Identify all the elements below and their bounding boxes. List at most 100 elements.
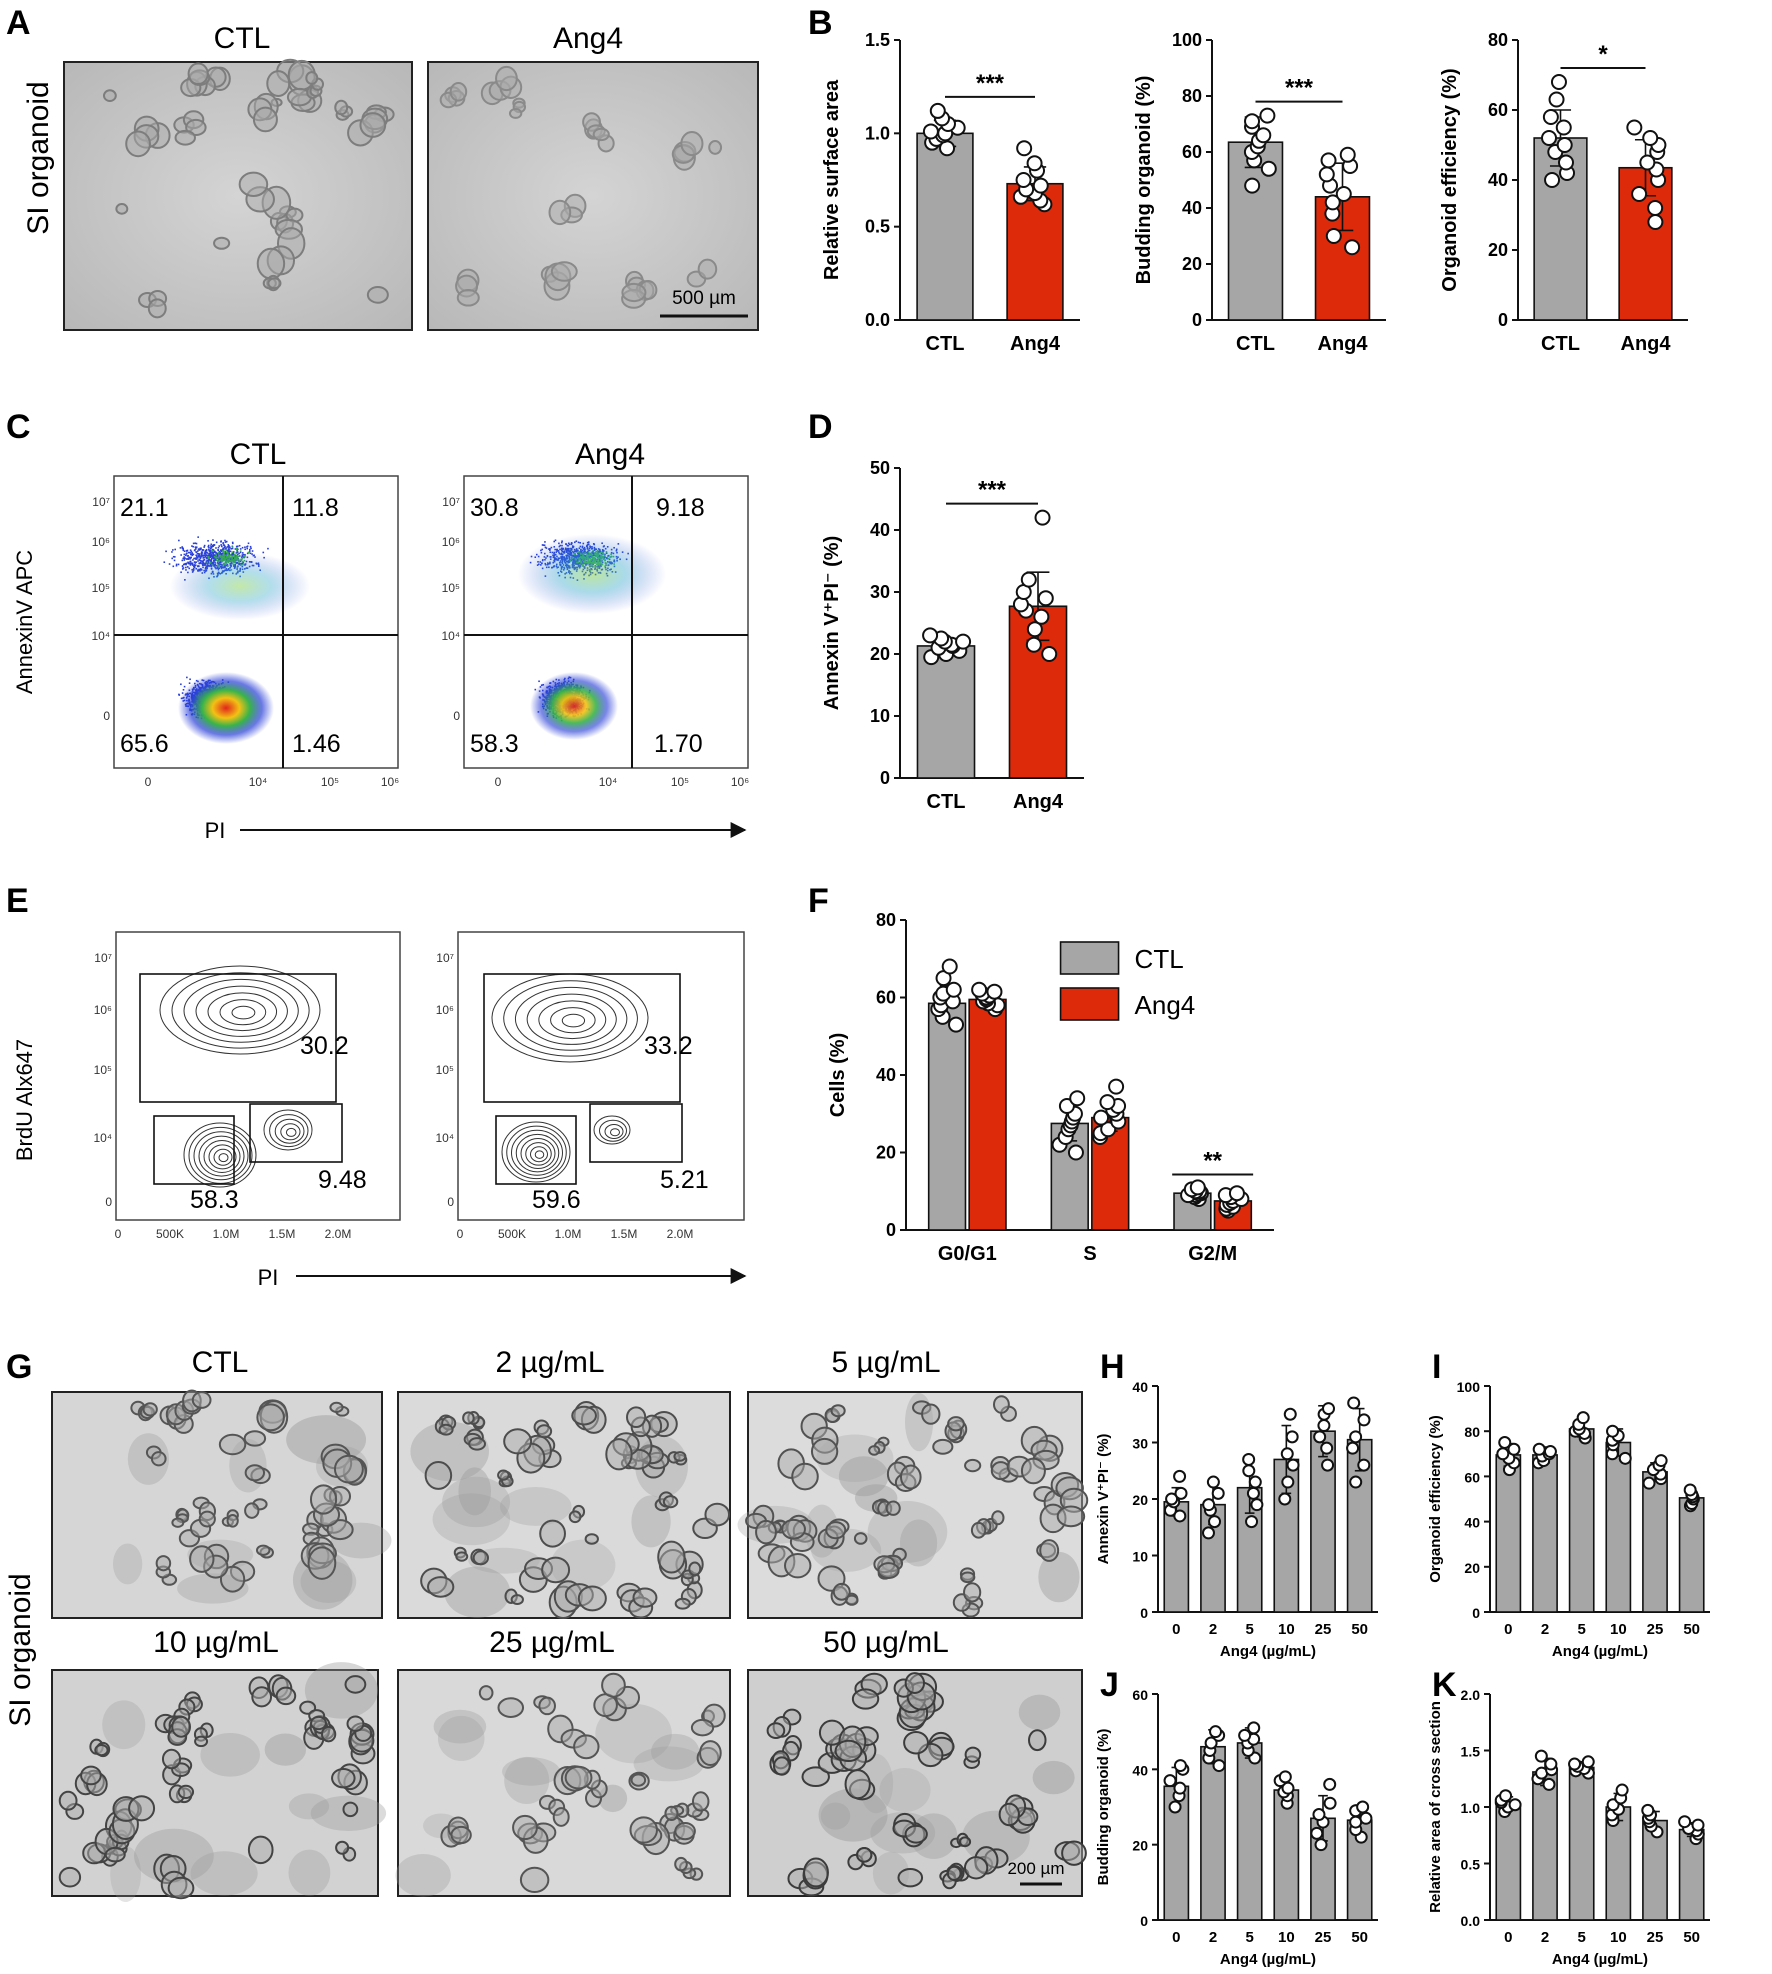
- data-point: [1606, 1424, 1620, 1438]
- panel-a-scale-label: 500 µm: [672, 288, 736, 309]
- micrograph-25ugml-organoids: [395, 1672, 726, 1897]
- svg-text:10⁶: 10⁶: [381, 775, 399, 789]
- data-point: [1323, 1796, 1337, 1810]
- bar-10: [1605, 1441, 1632, 1613]
- data-point: [1678, 1815, 1692, 1829]
- data-point: [1212, 1759, 1226, 1773]
- data-point: [1647, 200, 1664, 216]
- y-tick-label: 20: [1132, 1492, 1148, 1508]
- category-label: 0: [1504, 1929, 1512, 1946]
- significance-label: ***: [978, 477, 1007, 504]
- data-point: [1339, 146, 1356, 163]
- svg-text:0: 0: [145, 775, 152, 789]
- panel-a-title-ang4: Ang4: [553, 22, 623, 55]
- svg-text:10⁴: 10⁴: [441, 629, 460, 643]
- y-tick-label: 0.0: [865, 310, 890, 330]
- category-label: 2: [1541, 1929, 1549, 1946]
- bar-50: [1678, 1497, 1705, 1613]
- category-label: 5: [1577, 1621, 1585, 1638]
- data-point: [1322, 1402, 1336, 1416]
- y-tick-label: 40: [1182, 198, 1202, 218]
- svg-text:10⁵: 10⁵: [671, 775, 689, 789]
- data-point: [1260, 160, 1277, 177]
- svg-text:0: 0: [103, 709, 110, 723]
- y-tick-label: 20: [1488, 240, 1508, 260]
- data-point: [1242, 1464, 1256, 1478]
- quadrant-ll-ctl: 65.6: [120, 730, 169, 758]
- data-point: [1324, 194, 1341, 211]
- data-point: [1204, 1736, 1218, 1750]
- data-point: [922, 123, 939, 140]
- gate-g2m-ang4: [589, 1103, 683, 1163]
- y-axis-label: Annexin V⁺PI⁻ (%): [1095, 1434, 1112, 1565]
- data-point: [1683, 1483, 1697, 1497]
- data-point: [1642, 130, 1659, 146]
- x-axis-label: Ang4 (µg/mL): [1220, 1951, 1316, 1968]
- data-point: [1346, 1441, 1360, 1455]
- svg-text:2.0M: 2.0M: [325, 1227, 352, 1241]
- micrograph-ctl-organoids: [102, 58, 395, 319]
- y-tick-label: 30: [870, 582, 890, 602]
- data-point: [1174, 1486, 1188, 1500]
- svg-text:10⁷: 10⁷: [92, 495, 110, 509]
- data-point: [1496, 1447, 1510, 1461]
- quadrant-ur-ang4: 9.18: [656, 494, 705, 522]
- quadrant-ul-ang4: 30.8: [470, 494, 519, 522]
- panel-g: SI organoid CTL 2 µg/mL 5 µg/mL 10 µg/mL…: [4, 1346, 1089, 1903]
- data-point: [1209, 1725, 1223, 1739]
- category-label: 5: [1245, 1929, 1253, 1946]
- data-point: [929, 102, 946, 119]
- bar-2: [1532, 1454, 1558, 1613]
- category-label: CTL: [1236, 333, 1275, 355]
- data-point: [1189, 1179, 1206, 1196]
- category-label: 5: [1577, 1929, 1585, 1946]
- panel-a: CTL Ang4 SI organoid 500 µm: [22, 22, 759, 331]
- data-point: [1344, 239, 1361, 256]
- category-label: 2: [1541, 1621, 1549, 1638]
- data-point: [1278, 1492, 1292, 1506]
- gate-s-phase-value-ang4: 33.2: [644, 1032, 693, 1060]
- gate-g0g1-ang4: [495, 1115, 577, 1185]
- y-tick-label: 1.5: [865, 30, 890, 50]
- y-tick-label: 60: [1182, 142, 1202, 162]
- data-point: [1259, 107, 1276, 124]
- y-tick-label: 0: [1192, 310, 1202, 330]
- svg-text:0: 0: [115, 1227, 122, 1241]
- data-point: [1173, 1781, 1187, 1795]
- panel-a-side-label: SI organoid: [22, 81, 55, 234]
- quadrant-ul-ctl: 21.1: [120, 494, 169, 522]
- category-label: CTL: [926, 333, 965, 355]
- bar-0: [1495, 1454, 1522, 1613]
- data-point: [1631, 186, 1648, 202]
- flow-plot-ctl: 21.1 11.8 65.6 1.46 10⁷ 10⁶ 10⁵ 10⁴ 0 0 …: [91, 475, 399, 789]
- y-tick-label: 60: [1132, 1687, 1148, 1703]
- density-hotspot-ang4: [530, 672, 618, 740]
- panel-label-a: A: [6, 4, 31, 42]
- data-point: [1357, 1458, 1371, 1472]
- gate-s-phase-value-ctl: 30.2: [300, 1032, 349, 1060]
- chart-k-8: 0.0 0.5 1.0 1.5 2.0 Relative area of cross se…: [1427, 1687, 1710, 1968]
- data-point: [1281, 1475, 1295, 1489]
- category-label: 25: [1315, 1929, 1332, 1946]
- data-point: [945, 981, 962, 998]
- category-label: 50: [1351, 1929, 1368, 1946]
- bar-2: [1200, 1745, 1226, 1921]
- panel-c-xlabel: PI: [205, 818, 226, 843]
- bar-10: [1273, 1789, 1300, 1921]
- panel-c: CTL Ang4 AnnexinV APC PI 21.1 11.8 65.6 …: [12, 438, 749, 843]
- category-label: 5: [1245, 1621, 1253, 1638]
- svg-text:0: 0: [447, 1195, 454, 1209]
- panel-label-f: F: [808, 882, 829, 920]
- category-label: 0: [1172, 1929, 1180, 1946]
- data-point: [971, 981, 988, 998]
- data-point: [1202, 1498, 1216, 1512]
- panel-e-xlabel: PI: [258, 1265, 279, 1290]
- data-point: [1246, 1486, 1260, 1500]
- contour-plot-ctl: 30.2 58.3 9.48 10⁷ 10⁶ 10⁵ 10⁴ 0 0 500K …: [93, 931, 401, 1241]
- y-tick-label: 10: [1132, 1549, 1148, 1565]
- data-point: [1356, 1800, 1370, 1814]
- quadrant-lr-ctl: 1.46: [292, 730, 341, 758]
